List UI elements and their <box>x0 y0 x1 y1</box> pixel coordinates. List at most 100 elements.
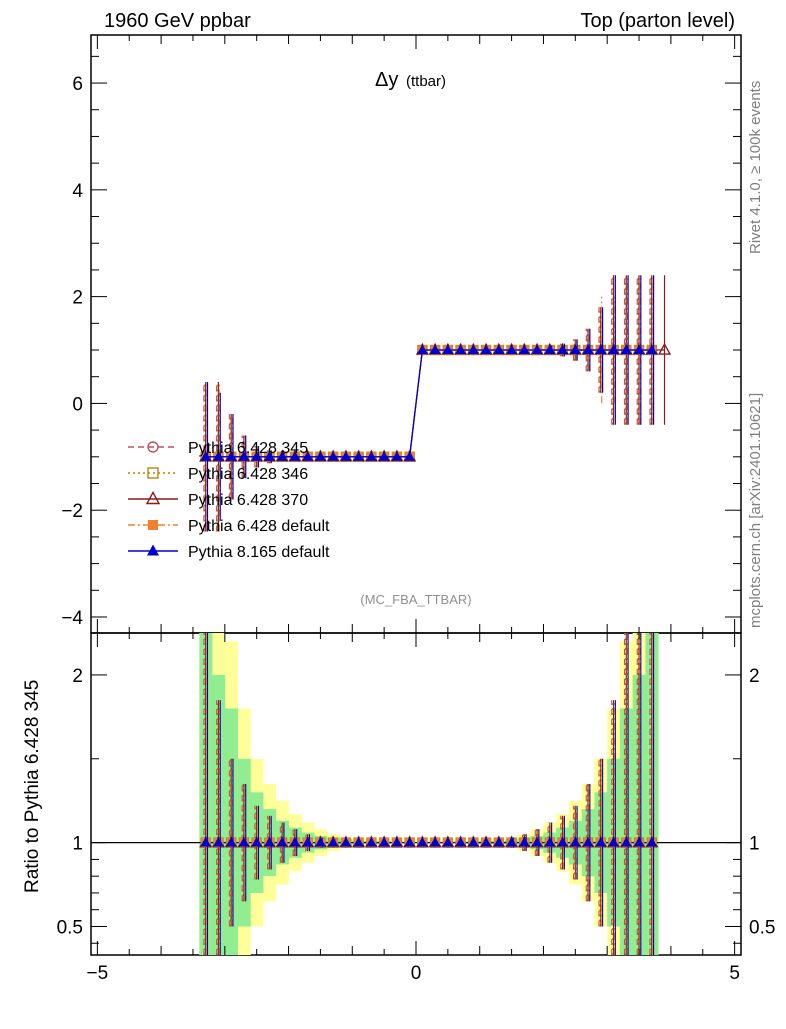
ratio-point <box>506 836 517 847</box>
ratio-point <box>378 836 390 847</box>
data-point <box>391 450 403 461</box>
ratio-point <box>467 836 479 847</box>
data-point <box>289 450 301 461</box>
ratio-point <box>340 836 352 847</box>
x-tick-label: 5 <box>729 963 740 984</box>
data-point <box>378 450 390 461</box>
ratio-point <box>289 836 301 847</box>
data-point <box>569 344 581 355</box>
data-point <box>238 450 250 461</box>
data-point <box>264 450 275 461</box>
legend-marker <box>147 544 159 556</box>
x-tick-label: 0 <box>411 963 422 984</box>
data-point <box>518 344 530 355</box>
ratio-point <box>531 836 543 847</box>
ratio-point <box>353 836 365 847</box>
ratio-point <box>200 836 212 847</box>
y-tick-label: 0 <box>72 394 83 415</box>
data-point <box>657 342 672 355</box>
legend-label: Pythia 6.428 370 <box>188 492 308 509</box>
ratio-point <box>633 836 645 847</box>
x-tick-label: −5 <box>87 963 109 984</box>
ratio-point <box>238 836 250 847</box>
mcplots-label: mcplots.cern.ch [arXiv:2401.10621] <box>747 393 764 628</box>
ratio-y-tick-label: 0.5 <box>749 917 775 938</box>
data-point <box>365 450 377 461</box>
data-point <box>595 344 607 355</box>
ratio-point <box>608 836 619 847</box>
data-point <box>557 344 568 355</box>
data-point <box>493 344 505 355</box>
legend-marker <box>148 520 158 530</box>
data-point <box>455 344 467 355</box>
ratio-point <box>264 836 275 847</box>
ratio-point <box>391 836 403 847</box>
ratio-ylabel: Ratio to Pythia 6.428 345 <box>22 680 43 893</box>
main-panel: −4 −2 0 2 4 6 Δy (ttbar) (MC_FBA_TTBAR) Pythi… <box>61 34 742 634</box>
data-point <box>620 344 632 355</box>
y-tick-label: 2 <box>72 288 83 309</box>
ratio-panel: 0.5 0.5 1 1 2 2 Ratio to Pythia 6.428 345 <box>22 632 775 956</box>
legend-label: Pythia 6.428 346 <box>188 466 308 483</box>
data-point <box>353 450 365 461</box>
ratio-point <box>557 836 568 847</box>
header-right: Top (parton level) <box>580 10 735 32</box>
legend-marker <box>147 467 159 479</box>
data-point <box>251 450 263 461</box>
analysis-label: (MC_FBA_TTBAR) <box>360 592 471 607</box>
y-tick-label: −2 <box>61 501 83 522</box>
rivet-label: Rivet 4.1.0, ≥ 100k events <box>747 81 764 254</box>
data-point <box>633 344 645 355</box>
ratio-point <box>404 836 416 847</box>
data-point <box>276 450 288 461</box>
legend-marker <box>145 491 161 505</box>
ratio-point <box>429 836 441 847</box>
ratio-point <box>544 836 556 847</box>
y-tick-label: 4 <box>72 181 83 202</box>
data-point <box>213 450 224 461</box>
ratio-y-tick-label: 0.5 <box>57 917 83 938</box>
ratio-axis-ticks: 0.5 0.5 1 1 2 2 <box>57 633 775 955</box>
ratio-y-tick-label: 1 <box>72 834 83 855</box>
ratio-point <box>225 836 237 847</box>
ratio-y-tick-label: 1 <box>749 834 760 855</box>
main-axis-ticks: −4 −2 0 2 4 6 <box>61 35 741 633</box>
data-point <box>315 450 326 461</box>
main-series-group <box>199 275 672 532</box>
x-tick-labels: −5 0 5 <box>87 963 740 984</box>
ratio-point <box>276 836 288 847</box>
plot-title-main: Δy <box>375 69 398 91</box>
ratio-point <box>416 836 428 847</box>
data-point <box>416 344 428 355</box>
ratio-point <box>327 836 339 847</box>
ratio-point <box>493 836 505 847</box>
data-point <box>646 344 658 355</box>
ratio-point <box>569 836 581 847</box>
data-point <box>442 344 454 355</box>
ratio-point <box>315 836 326 847</box>
ratio-point <box>251 836 263 847</box>
legend-label: Pythia 6.428 345 <box>188 440 308 457</box>
data-point <box>608 344 619 355</box>
ratio-point <box>442 836 454 847</box>
data-point <box>531 344 543 355</box>
header-left: 1960 GeV ppbar <box>104 10 251 32</box>
ratio-y-tick-label: 2 <box>72 666 83 687</box>
y-tick-label: −4 <box>61 608 83 629</box>
ratio-point <box>620 836 632 847</box>
data-point <box>480 344 492 355</box>
plot-title-sub: (ttbar) <box>406 73 446 90</box>
ratio-point <box>213 836 224 847</box>
ratio-point <box>455 836 467 847</box>
data-point <box>467 344 479 355</box>
data-point <box>582 344 594 355</box>
data-point <box>506 344 517 355</box>
ratio-point <box>365 836 377 847</box>
ratio-point <box>480 836 492 847</box>
ratio-point <box>646 836 658 847</box>
data-point <box>544 344 556 355</box>
ratio-point <box>582 836 594 847</box>
data-point <box>340 450 352 461</box>
data-point <box>429 344 441 355</box>
